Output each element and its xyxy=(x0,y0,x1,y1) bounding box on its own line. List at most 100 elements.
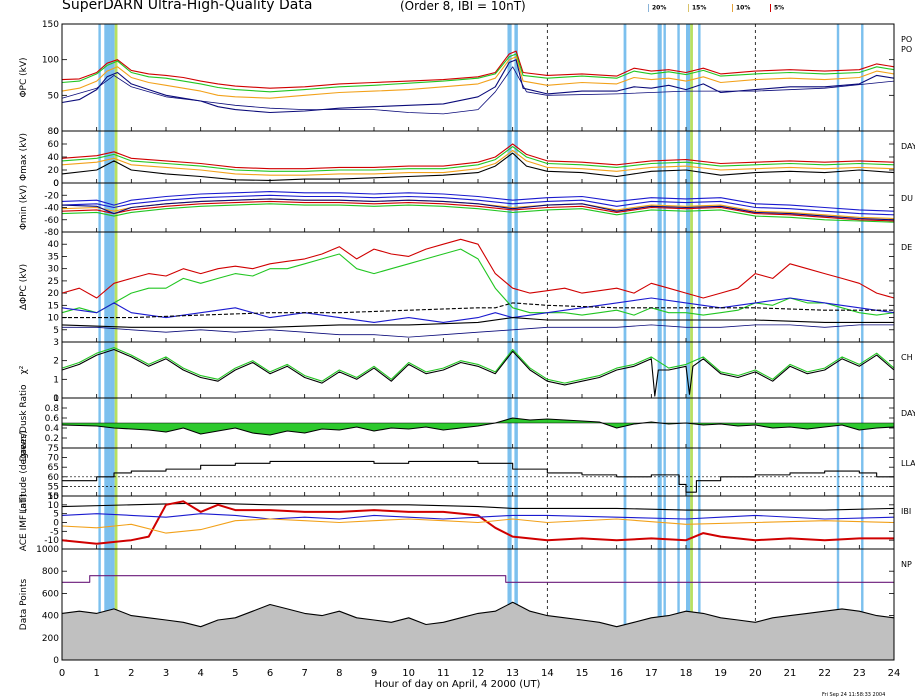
phi-pc-ylabel: ΦPC (kV) xyxy=(19,57,29,97)
ratio-right-label: DAY xyxy=(901,409,915,418)
latitude-frame xyxy=(61,447,895,497)
imf-ytick-label: -10 xyxy=(44,536,59,546)
delta-phi-series-blue xyxy=(61,297,895,323)
imf-ytick-label: 5 xyxy=(53,510,59,520)
phi-pc-series-orange xyxy=(61,56,895,99)
imf-right-label: IBI xyxy=(901,507,911,516)
imf-ytick-label: 15 xyxy=(48,492,59,502)
phi-pc-ytick-label: 150 xyxy=(42,20,59,30)
x-tick-label: 10 xyxy=(402,668,415,679)
latitude-right-label: LLA xyxy=(901,459,915,468)
phi-min-series-red xyxy=(61,200,895,222)
imf-series-orange xyxy=(61,518,895,534)
latitude-series-black xyxy=(62,460,894,493)
phi-max-ylabel: Φmax (kV) xyxy=(19,133,29,181)
x-tick-label: 16 xyxy=(610,668,623,679)
legend-entry-15: 15% xyxy=(688,4,706,12)
latitude-ytick-label: 60 xyxy=(48,473,60,483)
chi-ytick-label: 1 xyxy=(53,375,59,385)
delta-phi-ytick-label: 10 xyxy=(48,314,60,324)
latitude-ylabel: Latitude (degrees) xyxy=(19,430,29,513)
phi-pc-series-red xyxy=(61,50,895,89)
phi-min-ytick-label: -80 xyxy=(44,228,59,238)
points-right-label: NP xyxy=(901,560,912,569)
x-tick-label: 15 xyxy=(576,668,589,679)
delta-phi-ytick-label: 20 xyxy=(48,289,60,299)
phi-pc-ytick-label: 50 xyxy=(48,91,60,101)
phi-pc-series-navy xyxy=(61,59,895,114)
phi-min-series-blue xyxy=(61,191,895,212)
delta-phi-ytick-label: 25 xyxy=(48,277,59,287)
phi-max-ytick-label: 0 xyxy=(53,179,59,189)
imf-ytick-label: -5 xyxy=(50,527,59,537)
phi-pc-series-navy xyxy=(61,66,895,115)
delta-phi-ytick-label: 5 xyxy=(53,326,59,336)
delta-phi-series-black xyxy=(62,302,894,319)
points-fill-area xyxy=(62,602,894,660)
ratio-fill-area xyxy=(62,418,894,435)
delta-phi-series-navy xyxy=(62,324,894,338)
points-ytick-label: 400 xyxy=(42,612,59,622)
phi-min-ytick-label: -40 xyxy=(44,204,59,214)
phi-max-ytick-label: 40 xyxy=(48,153,60,163)
delta-phi-series-black xyxy=(61,317,894,328)
imf-series-red xyxy=(61,500,894,545)
latitude-ytick-label: 55 xyxy=(48,482,59,492)
chi-series-black xyxy=(61,348,895,397)
ratio-ytick-label: 0.8 xyxy=(45,404,60,414)
delta-phi-ylabel: ΔΦPC (kV) xyxy=(19,264,29,310)
phi-pc-right-label: PO xyxy=(901,35,912,44)
points-ytick-label: 800 xyxy=(42,567,59,577)
points-ytick-label: 0 xyxy=(53,656,59,666)
phi-min-ylabel: Φmin (kV) xyxy=(19,185,29,230)
phi-pc-right-label: PO xyxy=(901,45,912,54)
phi-min-right-label: DU xyxy=(901,194,913,203)
phi-pc-series-green xyxy=(61,53,895,93)
latitude-ytick-label: 65 xyxy=(48,463,59,473)
phi-pc-frame xyxy=(61,23,895,132)
phi-min-ytick-label: -60 xyxy=(44,216,59,226)
x-tick-label: 0 xyxy=(59,668,65,679)
delta-phi-series-green xyxy=(61,248,895,316)
chi-ytick-label: 2 xyxy=(53,357,59,367)
chi-ytick-label: 0 xyxy=(53,394,59,404)
x-tick-label: 21 xyxy=(784,668,797,679)
delta-phi-ytick-label: 40 xyxy=(48,240,60,250)
latitude-ytick-label: 75 xyxy=(48,444,59,454)
x-tick-label: 14 xyxy=(541,668,554,679)
phi-min-ytick-label: -20 xyxy=(44,191,59,201)
x-tick-label: 5 xyxy=(232,668,238,679)
points-ytick-label: 200 xyxy=(42,634,59,644)
phi-max-ytick-label: 20 xyxy=(48,166,60,176)
points-series-purple xyxy=(62,575,894,583)
x-tick-label: 13 xyxy=(506,668,519,679)
imf-ytick-label: 0 xyxy=(53,519,59,529)
points-ytick-label: 600 xyxy=(42,589,59,599)
points-frame xyxy=(61,548,895,661)
delta-phi-frame xyxy=(61,231,895,343)
phi-max-ytick-label: 60 xyxy=(48,140,60,150)
phi-max-series-red xyxy=(61,143,895,170)
x-tick-label: 9 xyxy=(371,668,377,679)
delta-phi-ytick-label: 35 xyxy=(48,252,59,262)
x-tick-label: 19 xyxy=(714,668,727,679)
chi-ylabel: χ² xyxy=(19,365,29,374)
phi-min-series-navy xyxy=(61,198,895,221)
x-tick-label: 3 xyxy=(163,668,169,679)
imf-ylabel: ACE IMF (nT) xyxy=(19,494,29,552)
phi-max-series-green xyxy=(61,146,895,172)
x-tick-label: 22 xyxy=(818,668,831,679)
imf-series-blue xyxy=(61,513,895,520)
ratio-series-black xyxy=(61,417,895,436)
legend-entry-20: 20% xyxy=(648,4,666,12)
chart-subtitle: (Order 8, IBI = 10nT) xyxy=(400,0,526,13)
legend-entry-5: 5% xyxy=(770,4,784,12)
phi-min-ytick-label: 0 xyxy=(53,179,59,189)
imf-ytick-label: 10 xyxy=(48,501,60,511)
phi-max-right-label: DAY xyxy=(901,142,915,151)
phi-min-series-blue xyxy=(61,194,895,216)
phi-max-series-black xyxy=(61,152,895,181)
ratio-ytick-label: 0.6 xyxy=(45,414,60,424)
latitude-ytick-label: 50 xyxy=(48,492,60,502)
phi-max-series-orange xyxy=(61,149,895,176)
